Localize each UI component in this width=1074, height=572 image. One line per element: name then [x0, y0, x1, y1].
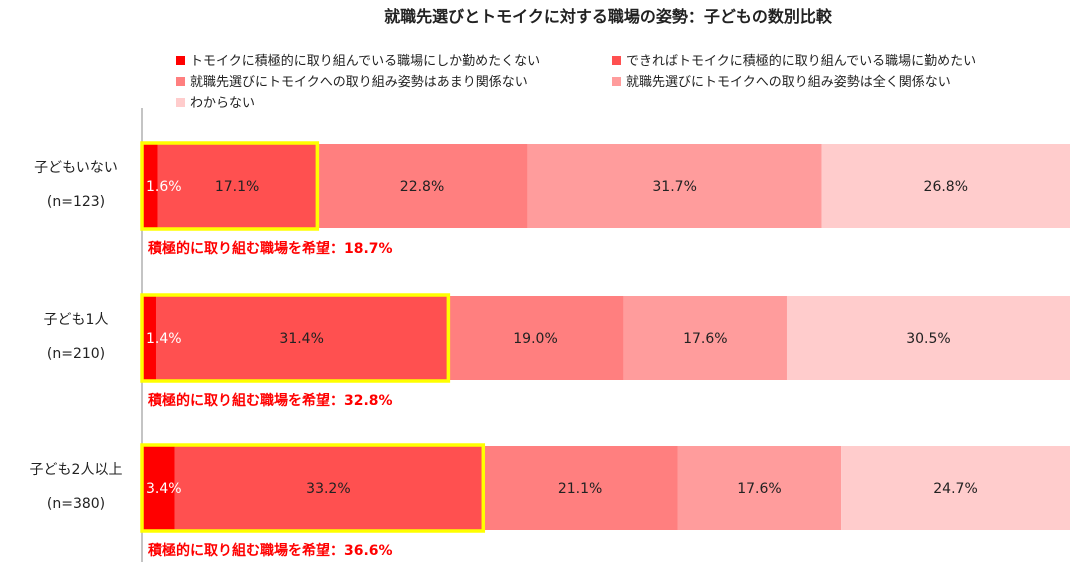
- bar-0-4: [821, 144, 1070, 228]
- value-label-1-1: 31.4%: [279, 331, 323, 347]
- bar-0-0: [143, 144, 158, 228]
- legend-label-3: 就職先選びにトモイクへの取り組み姿勢は全く関係ない: [626, 74, 951, 90]
- bar-1-0: [143, 296, 156, 380]
- bar-2-2: [482, 446, 678, 530]
- bar-0-3: [527, 144, 822, 228]
- category-n-2: (n=380): [47, 496, 105, 512]
- highlight-box-1: [140, 293, 451, 383]
- legend-swatch-2: [176, 77, 185, 86]
- legend: トモイクに積極的に取り組んでいる職場にしか勤めたくない できればトモイクに積極的に…: [176, 53, 976, 111]
- legend-swatch-3: [612, 77, 621, 86]
- category-labels: 子どもいない (n=123) 子ども1人 (n=210) 子ども2人以上 (n=380): [30, 160, 123, 512]
- legend-label-1: できればトモイクに積極的に取り組んでいる職場に勤めたい: [626, 53, 976, 69]
- bar-1-2: [447, 296, 624, 380]
- value-label-2-1: 33.2%: [306, 481, 350, 497]
- bar-2-1: [174, 446, 483, 530]
- category-n-0: (n=123): [47, 194, 105, 210]
- legend-label-2: 就職先選びにトモイクへの取り組み姿勢はあまり関係ない: [190, 74, 528, 90]
- category-label-0: 子どもいない: [34, 160, 118, 176]
- value-label-0-3: 31.7%: [652, 179, 696, 195]
- value-label-1-2: 19.0%: [513, 331, 557, 347]
- value-label-2-2: 21.1%: [558, 481, 602, 497]
- legend-swatch-4: [176, 98, 185, 107]
- bar-2-3: [677, 446, 842, 530]
- legend-label-4: わからない: [190, 96, 255, 111]
- highlight-box-0: [140, 141, 320, 231]
- value-label-0-0: 1.6%: [146, 179, 182, 195]
- category-label-2: 子ども2人以上: [30, 462, 123, 478]
- bars: 1.6% 17.1% 22.8% 31.7% 26.8% 積極的に取り組む職場を希望：18…: [140, 141, 1070, 559]
- annotation-1: 積極的に取り組む職場を希望：32.8%: [147, 392, 393, 409]
- bar-1-4: [786, 296, 1070, 380]
- legend-label-0: トモイクに積極的に取り組んでいる職場にしか勤めたくない: [190, 53, 540, 69]
- value-label-2-3: 17.6%: [737, 481, 781, 497]
- value-label-1-3: 17.6%: [683, 331, 727, 347]
- category-n-1: (n=210): [47, 346, 105, 362]
- bar-1-1: [155, 296, 448, 380]
- value-label-2-4: 24.7%: [933, 481, 977, 497]
- value-label-2-0: 3.4%: [146, 481, 182, 497]
- highlight-box-2: [140, 443, 486, 533]
- category-label-1: 子ども1人: [44, 312, 109, 328]
- value-label-1-0: 1.4%: [146, 331, 182, 347]
- legend-swatch-1: [612, 56, 621, 65]
- value-label-0-1: 17.1%: [215, 179, 259, 195]
- bar-1-3: [623, 296, 787, 380]
- bar-0-2: [316, 144, 528, 228]
- annotation-0: 積極的に取り組む職場を希望：18.7%: [147, 240, 393, 257]
- bar-0-1: [157, 144, 317, 228]
- bar-2-0: [143, 446, 175, 530]
- legend-swatch-0: [176, 56, 185, 65]
- value-label-0-4: 26.8%: [924, 179, 968, 195]
- value-label-1-4: 30.5%: [906, 331, 950, 347]
- value-label-0-2: 22.8%: [400, 179, 444, 195]
- bar-2-4: [841, 446, 1070, 530]
- chart-title: 就職先選びとトモイクに対する職場の姿勢：子どもの数別比較: [384, 7, 833, 26]
- annotation-2: 積極的に取り組む職場を希望：36.6%: [147, 542, 393, 559]
